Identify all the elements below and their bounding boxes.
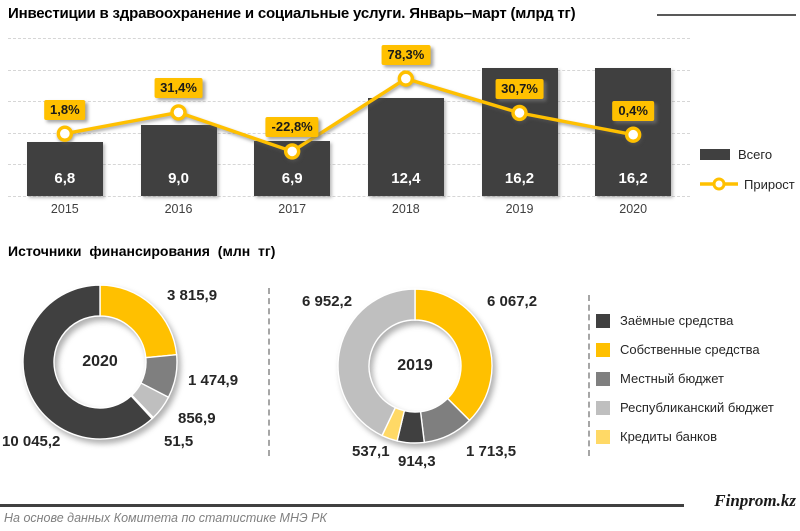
slice-value-label: 1 713,5 — [466, 443, 517, 460]
x-axis-label: 2016 — [164, 202, 193, 216]
bar-value-label: 6,8 — [54, 170, 76, 187]
growth-marker — [511, 104, 528, 122]
investments-bar-chart: 6,8 2015 9,0 2016 6,9 2017 12,4 2018 16,2 2019 16,… — [8, 30, 690, 222]
legend-label-total: Всего — [738, 146, 773, 162]
sources-legend: Заёмные средства Собственные средства Мест… — [596, 306, 774, 451]
donut-year-label: 2019 — [397, 357, 433, 374]
growth-label: 1,8% — [44, 99, 86, 120]
bar-2018 — [367, 98, 444, 196]
slice-value-label: 1 474,9 — [188, 372, 239, 389]
sources-legend-item: Кредиты банков — [596, 422, 774, 451]
gridline — [8, 196, 690, 197]
bar-value-label: 6,9 — [281, 170, 303, 187]
bar-chart-legend: Всего Прирост — [700, 139, 795, 199]
growth-marker — [624, 126, 642, 143]
growth-label: 31,4% — [154, 78, 203, 99]
legend-swatch — [596, 371, 610, 386]
donut-ring-2020 — [22, 284, 178, 440]
sources-section-title: Источники финансирования (млн тг) — [8, 243, 276, 259]
growth-label: 30,7% — [495, 78, 544, 99]
source-note: На основе данных Комитета по статистике … — [4, 511, 327, 525]
slice-value-label: 6 952,2 — [302, 293, 353, 310]
donut-chart-2019: 2019 6 067,2 1 713,5 914,3 537,1 6 952,2 — [280, 278, 582, 470]
brand-logo: Finprom.kz — [714, 491, 796, 510]
slice-value-label: 51,5 — [164, 433, 194, 450]
page-title: Инвестиции в здравоохранение и социальны… — [8, 5, 576, 22]
legend-label: Заёмные средства — [620, 313, 734, 328]
sources-legend-item: Республиканский бюджет — [596, 393, 774, 422]
legend-swatch — [596, 429, 610, 444]
growth-marker — [56, 125, 74, 142]
donut-slice — [337, 288, 416, 437]
bar-value-label: 16,2 — [504, 170, 535, 187]
growth-label: 0,4% — [612, 100, 654, 121]
slice-value-label: 856,9 — [178, 410, 216, 427]
growth-marker — [283, 143, 301, 160]
slice-value-label: 3 815,9 — [167, 287, 218, 304]
x-axis-label: 2017 — [278, 202, 307, 216]
legend-label: Кредиты банков — [620, 429, 718, 444]
footer-rule — [0, 504, 684, 507]
legend-swatch — [596, 400, 610, 415]
donut-slice — [414, 288, 493, 422]
gridline — [8, 101, 690, 103]
x-axis-label: 2020 — [619, 202, 648, 216]
legend-label: Собственные средства — [620, 342, 760, 357]
growth-line-swatch — [700, 177, 738, 191]
x-axis-label: 2018 — [391, 202, 420, 216]
x-axis-label: 2015 — [50, 202, 79, 216]
slice-value-label: 10 045,2 — [2, 433, 61, 450]
legend-swatch — [596, 342, 610, 357]
sources-legend-item: Собственные средства — [596, 335, 774, 364]
growth-label: 78,3% — [381, 44, 431, 65]
gridline — [8, 132, 690, 134]
bar-2015 — [26, 142, 103, 196]
donut-chart-2020: 2020 3 815,9 1 474,9 856,9 51,5 10 045,2 — [0, 278, 262, 470]
donut-year-label: 2020 — [82, 353, 118, 370]
title-rule — [657, 14, 796, 16]
growth-marker — [397, 70, 415, 87]
legend-label: Республиканский бюджет — [620, 400, 774, 415]
sources-legend-item: Заёмные средства — [596, 306, 774, 335]
growth-marker — [170, 104, 187, 121]
legend-swatch — [596, 313, 610, 328]
legend-item-growth: Прирост — [700, 169, 795, 199]
slice-value-label: 537,1 — [352, 443, 390, 460]
sources-legend-item: Местный бюджет — [596, 364, 774, 393]
bar-value-label: 16,2 — [618, 170, 648, 187]
legend-label-growth: Прирост — [744, 176, 795, 192]
legend-item-total: Всего — [700, 139, 795, 169]
legend-label: Местный бюджет — [620, 371, 724, 386]
growth-line — [56, 70, 642, 160]
x-axis-label: 2019 — [505, 202, 534, 216]
gridline — [8, 38, 690, 39]
gridline — [8, 69, 690, 71]
section-divider — [268, 288, 270, 456]
total-bar-swatch — [700, 148, 730, 160]
section-divider — [588, 295, 590, 456]
bar-value-label: 12,4 — [391, 170, 421, 187]
bar-value-label: 9,0 — [168, 170, 189, 187]
gridline — [8, 164, 690, 166]
donut-ring-2019 — [337, 288, 493, 444]
bar-2016 — [140, 124, 217, 196]
donut-slice — [22, 284, 154, 440]
donut-slice — [99, 284, 178, 359]
slice-value-label: 914,3 — [398, 453, 436, 470]
growth-label: -22,8% — [265, 117, 319, 138]
slice-value-label: 6 067,2 — [487, 293, 538, 310]
